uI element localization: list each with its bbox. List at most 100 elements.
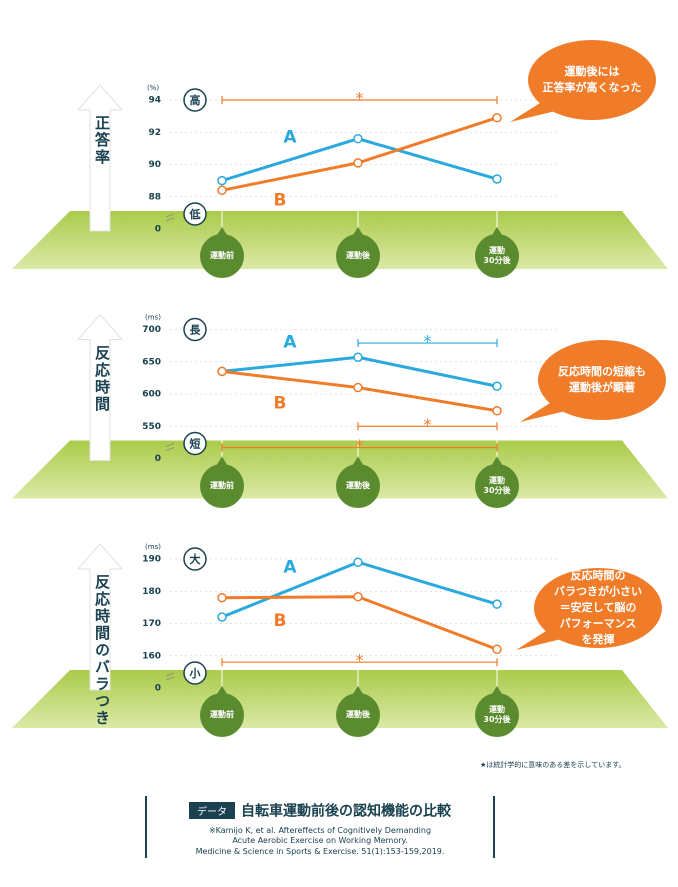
series-line bbox=[221, 116, 498, 192]
significance-bracket bbox=[221, 443, 498, 452]
y-tick-label: 160 bbox=[142, 651, 161, 661]
annotation-bubble: 反応時間の バラつきが小さい ＝安定して脳の パフォーマンス を発揮 bbox=[534, 568, 662, 648]
significance-star: * bbox=[424, 415, 432, 434]
axis-arrow bbox=[76, 313, 124, 461]
axis-arrow bbox=[76, 543, 124, 691]
data-point bbox=[217, 612, 227, 622]
y-tick-label: 190 bbox=[142, 555, 161, 565]
citation-line: Medicine & Science in Sports & Exercise.… bbox=[195, 847, 445, 857]
significance-star: * bbox=[356, 436, 364, 455]
y-axis-label: 正答率 bbox=[93, 115, 111, 166]
annotation-bubble: 反応時間の短縮も 運動後が顕著 bbox=[538, 340, 666, 420]
category-pin bbox=[353, 456, 363, 465]
data-point bbox=[353, 158, 363, 168]
data-point bbox=[217, 185, 227, 196]
footnote: ★は統計学的に意味のある差を示しています。 bbox=[480, 761, 626, 769]
axis-break bbox=[165, 443, 175, 451]
source-heading: データ 自転車運動前後の認知機能の比較 bbox=[147, 800, 493, 821]
x-tick-label: 運動後 bbox=[336, 463, 380, 508]
series-line bbox=[221, 560, 498, 619]
x-tick-label: 運動 30分後 bbox=[475, 463, 519, 508]
series-label: B bbox=[274, 611, 287, 631]
x-tick-label: 運動前 bbox=[200, 463, 244, 508]
citation: ※Kamijo K, et al. Aftereffects of Cognit… bbox=[147, 826, 493, 858]
y-unit: (%) bbox=[147, 84, 159, 92]
y-tick-label: 0 bbox=[155, 225, 161, 235]
data-point bbox=[492, 599, 502, 609]
significance-bracket bbox=[221, 658, 498, 667]
y-tick-label: 600 bbox=[142, 390, 161, 400]
y-unit: (ms) bbox=[145, 543, 161, 551]
y-tick-label: 92 bbox=[148, 128, 161, 138]
source-title: 自転車運動前後の認知機能の比較 bbox=[241, 803, 451, 820]
series-label: A bbox=[283, 128, 297, 148]
data-point bbox=[217, 366, 227, 377]
series-label: A bbox=[283, 332, 297, 352]
level-label: 低 bbox=[189, 207, 201, 221]
y-tick-label: 90 bbox=[148, 160, 161, 170]
category-pin bbox=[353, 227, 363, 235]
y-axis-label: 反応時間のバラつき bbox=[93, 574, 111, 727]
series-label: A bbox=[283, 558, 297, 578]
category-pin bbox=[492, 456, 502, 465]
data-point bbox=[492, 381, 502, 392]
x-tick-label: 運動前 bbox=[200, 234, 244, 278]
level-circle bbox=[183, 88, 207, 112]
y-tick-label: 94 bbox=[148, 96, 161, 106]
significance-bracket bbox=[357, 422, 498, 431]
y-tick-label: 700 bbox=[142, 325, 161, 335]
y-tick-label: 180 bbox=[142, 587, 161, 597]
y-tick-label: 170 bbox=[142, 619, 161, 629]
category-pin bbox=[353, 686, 363, 694]
data-point bbox=[353, 557, 363, 567]
citation-line: ※Kamijo K, et al. Aftereffects of Cognit… bbox=[208, 825, 432, 835]
series-label: B bbox=[274, 191, 287, 211]
series-line bbox=[221, 595, 498, 651]
data-point bbox=[217, 592, 227, 603]
data-point bbox=[353, 382, 363, 393]
y-tick-label: 0 bbox=[155, 454, 161, 464]
axis-break bbox=[165, 672, 175, 681]
level-label: 長 bbox=[190, 324, 202, 337]
level-circle bbox=[183, 661, 207, 685]
data-point bbox=[353, 133, 363, 144]
series-label: B bbox=[274, 393, 287, 413]
level-circle bbox=[183, 317, 207, 342]
source-box: データ 自転車運動前後の認知機能の比較 ※Kamijo K, et al. Aft… bbox=[145, 796, 495, 858]
level-label: 小 bbox=[189, 666, 201, 680]
data-point bbox=[217, 175, 227, 186]
citation-line: Acute Aerobic Exercise on Working Memory… bbox=[232, 836, 408, 846]
category-pin bbox=[492, 227, 502, 235]
significance-star: * bbox=[424, 332, 432, 351]
level-circle bbox=[183, 431, 207, 456]
x-tick-label: 運動後 bbox=[336, 234, 380, 278]
y-tick-label: 650 bbox=[142, 357, 161, 367]
level-label: 大 bbox=[190, 552, 201, 566]
category-pin bbox=[217, 686, 227, 694]
level-circle bbox=[183, 547, 207, 571]
y-unit: (ms) bbox=[145, 314, 161, 322]
category-pin bbox=[492, 686, 502, 694]
x-tick-label: 運動前 bbox=[200, 693, 244, 737]
axis-arrow bbox=[76, 84, 124, 232]
significance-bracket bbox=[357, 339, 498, 348]
category-pin bbox=[217, 227, 227, 235]
level-circle bbox=[183, 202, 207, 226]
data-point bbox=[353, 352, 363, 362]
significance-star: * bbox=[356, 89, 364, 108]
data-point bbox=[492, 112, 502, 123]
y-tick-label: 88 bbox=[148, 192, 161, 202]
level-label: 短 bbox=[189, 437, 201, 451]
level-label: 高 bbox=[190, 93, 201, 107]
data-point bbox=[492, 406, 502, 416]
significance-star: * bbox=[356, 651, 364, 670]
y-tick-label: 550 bbox=[142, 422, 161, 432]
x-tick-label: 運動 30分後 bbox=[475, 234, 519, 278]
data-point bbox=[492, 644, 502, 655]
category-pin bbox=[217, 456, 227, 465]
data-tag: データ bbox=[189, 802, 235, 819]
data-point bbox=[492, 174, 502, 184]
axis-break bbox=[165, 213, 175, 222]
